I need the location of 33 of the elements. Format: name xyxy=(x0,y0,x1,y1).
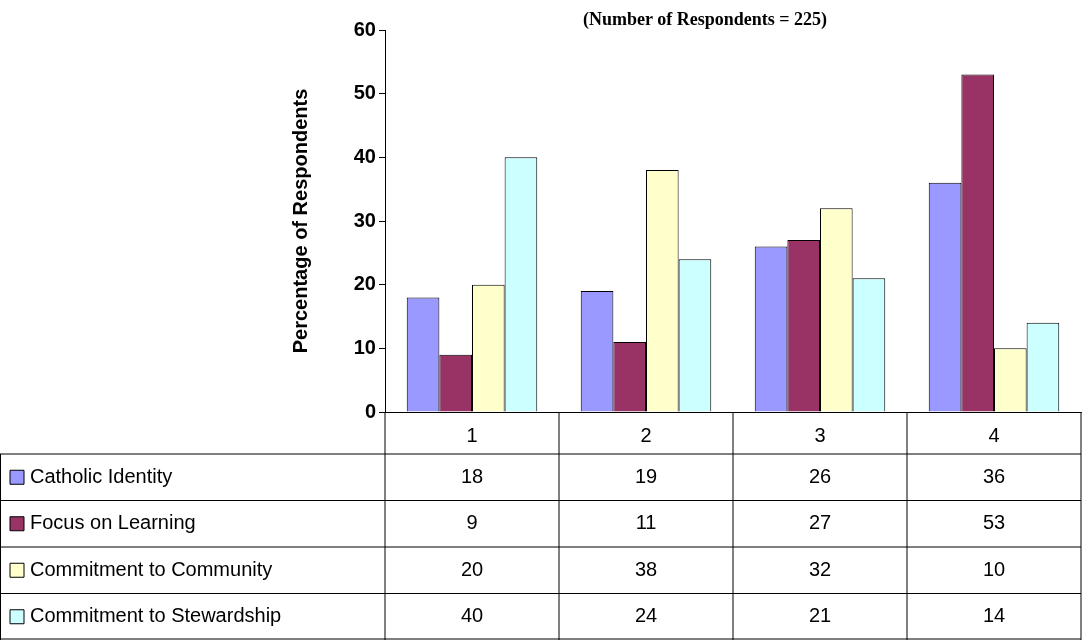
legend-label: Focus on Learning xyxy=(30,511,196,534)
y-tick-label: 30 xyxy=(353,208,376,231)
data-label: 20 xyxy=(460,557,484,580)
data-label: 32 xyxy=(808,557,832,580)
legend-label: Catholic Identity xyxy=(30,464,173,487)
y-tick-label: 40 xyxy=(353,144,376,167)
data-label: 11 xyxy=(635,511,657,534)
data-label: 18 xyxy=(460,464,484,487)
data-label: 19 xyxy=(634,464,658,487)
data-label: 26 xyxy=(808,464,832,487)
x-tick-label: 4 xyxy=(988,423,1000,446)
chart-title: (Number of Respondents = 225) xyxy=(583,8,827,30)
y-tick-label: 20 xyxy=(353,272,376,295)
data-label: 10 xyxy=(982,557,1006,580)
y-tick-label: 10 xyxy=(353,335,376,358)
data-label: 36 xyxy=(982,464,1006,487)
data-label: 27 xyxy=(808,511,832,534)
data-label: 9 xyxy=(466,511,478,534)
y-tick-label: 60 xyxy=(353,17,376,40)
x-tick-label: 2 xyxy=(640,423,652,446)
y-axis-title: Percentage of Respondents xyxy=(288,88,311,354)
data-label: 53 xyxy=(982,511,1006,534)
data-label: 38 xyxy=(634,557,658,580)
x-tick-label: 1 xyxy=(466,423,478,446)
y-tick-label: 50 xyxy=(353,81,376,104)
data-label: 21 xyxy=(808,604,832,627)
x-tick-label: 3 xyxy=(814,423,826,446)
data-label: 14 xyxy=(982,604,1006,627)
legend-label: Commitment to Community xyxy=(30,557,273,580)
legend-label: Commitment to Stewardship xyxy=(30,604,282,627)
data-label: 40 xyxy=(460,604,484,627)
y-tick-label: 0 xyxy=(364,399,376,422)
data-label: 24 xyxy=(634,604,658,627)
